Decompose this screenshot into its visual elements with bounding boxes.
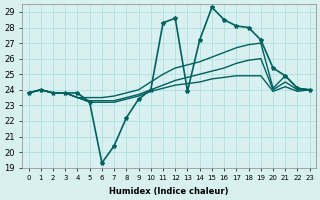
X-axis label: Humidex (Indice chaleur): Humidex (Indice chaleur): [109, 187, 229, 196]
